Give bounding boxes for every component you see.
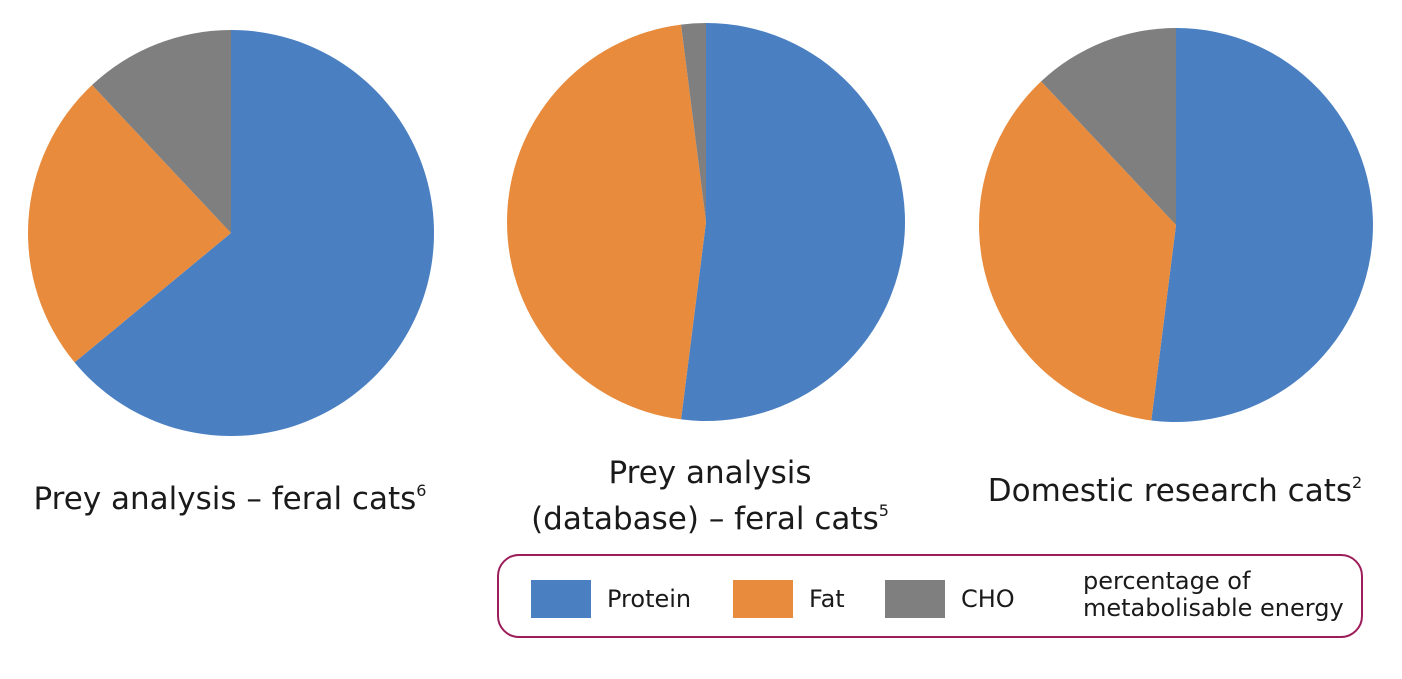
legend-note: percentage of metabolisable energy bbox=[1083, 568, 1344, 622]
pie-slice-protein bbox=[1151, 28, 1373, 423]
pie-slice-cho bbox=[92, 30, 231, 233]
legend-swatch-fat bbox=[733, 580, 793, 618]
pie-chart-prey-analysis-database bbox=[507, 23, 906, 421]
pie-title-prey-analysis: Prey analysis – feral cats6 bbox=[30, 472, 430, 518]
pie-slice-fat bbox=[978, 81, 1176, 421]
pie-charts-canvas bbox=[28, 23, 1373, 436]
legend-label-protein: Protein bbox=[607, 585, 692, 613]
pie-slice-cho bbox=[1041, 28, 1176, 225]
legend-swatch-cho bbox=[885, 580, 945, 618]
legend-note-line-2: metabolisable energy bbox=[1083, 594, 1344, 622]
pie-title-text: Domestic research cats bbox=[987, 473, 1353, 509]
pie-title-line-2-text: (database) – feral cats bbox=[531, 501, 879, 537]
pie-title-prey-analysis-database: Prey analysis (database) – feral cats5 bbox=[500, 454, 920, 538]
pie-slice-fat bbox=[28, 85, 231, 363]
pie-slice-cho bbox=[681, 23, 706, 222]
legend: Protein Fat CHO percentage of metabolisa… bbox=[497, 554, 1363, 638]
pie-slice-protein bbox=[681, 23, 906, 421]
pie-title-line-2: (database) – feral cats5 bbox=[500, 492, 920, 538]
pie-title-text: Prey analysis – feral cats bbox=[33, 481, 417, 517]
pie-chart-prey-analysis bbox=[28, 30, 435, 436]
pie-title-line-1: Prey analysis bbox=[608, 455, 812, 491]
legend-label-cho: CHO bbox=[961, 585, 1015, 613]
legend-note-line-1: percentage of bbox=[1083, 567, 1251, 595]
pie-slice-fat bbox=[507, 24, 706, 420]
pie-chart-domestic-research-cats bbox=[978, 28, 1373, 423]
pie-title-superscript: 2 bbox=[1352, 473, 1363, 492]
legend-swatch-protein bbox=[531, 580, 591, 618]
pie-title-domestic-research-cats: Domestic research cats2 bbox=[985, 464, 1365, 510]
legend-label-fat: Fat bbox=[809, 585, 845, 613]
pie-slice-protein bbox=[74, 30, 435, 436]
pie-title-superscript: 5 bbox=[878, 501, 889, 520]
pie-title-superscript: 6 bbox=[416, 481, 427, 500]
